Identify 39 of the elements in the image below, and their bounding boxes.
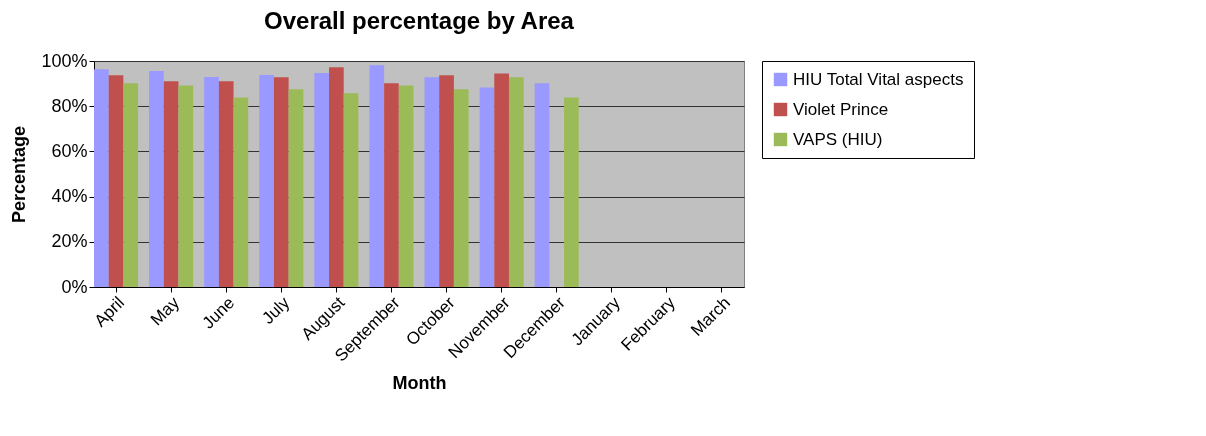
bar — [288, 89, 304, 287]
bar — [384, 83, 399, 287]
bar — [178, 85, 194, 287]
bar — [108, 75, 124, 287]
bar — [123, 83, 139, 287]
bar — [439, 75, 454, 287]
legend-label: VAPS (HIU) — [793, 129, 883, 149]
legend-label: HIU Total Vital aspects — [793, 69, 964, 89]
x-axis-title: Month — [392, 372, 447, 393]
bar — [149, 70, 164, 287]
bar — [329, 67, 344, 287]
bar — [94, 69, 109, 287]
bar — [494, 73, 509, 287]
bar — [424, 77, 440, 287]
y-tick-label: 60% — [51, 140, 88, 161]
bar — [233, 97, 249, 287]
bar — [259, 75, 274, 287]
bar — [273, 77, 289, 287]
bar — [453, 89, 469, 287]
y-tick-label: 40% — [51, 186, 88, 207]
bar — [534, 83, 550, 287]
bar — [314, 72, 330, 287]
y-axis-title: Percentage — [9, 125, 30, 224]
bar — [343, 93, 359, 287]
y-tick-label: 100% — [41, 50, 88, 71]
y-tick-label: 20% — [51, 231, 88, 252]
bar — [218, 81, 234, 287]
bar — [508, 77, 524, 287]
bar — [564, 97, 579, 287]
bar — [204, 77, 219, 287]
y-tick-label: 0% — [61, 276, 88, 297]
bar — [398, 85, 414, 287]
legend-label: Violet Prince — [793, 99, 889, 119]
y-tick-label: 80% — [51, 95, 88, 116]
x-tick-label: July — [258, 292, 294, 328]
bar — [479, 87, 495, 287]
bar — [369, 65, 385, 287]
chart-title: Overall percentage by Area — [264, 7, 575, 34]
bar — [163, 81, 179, 287]
